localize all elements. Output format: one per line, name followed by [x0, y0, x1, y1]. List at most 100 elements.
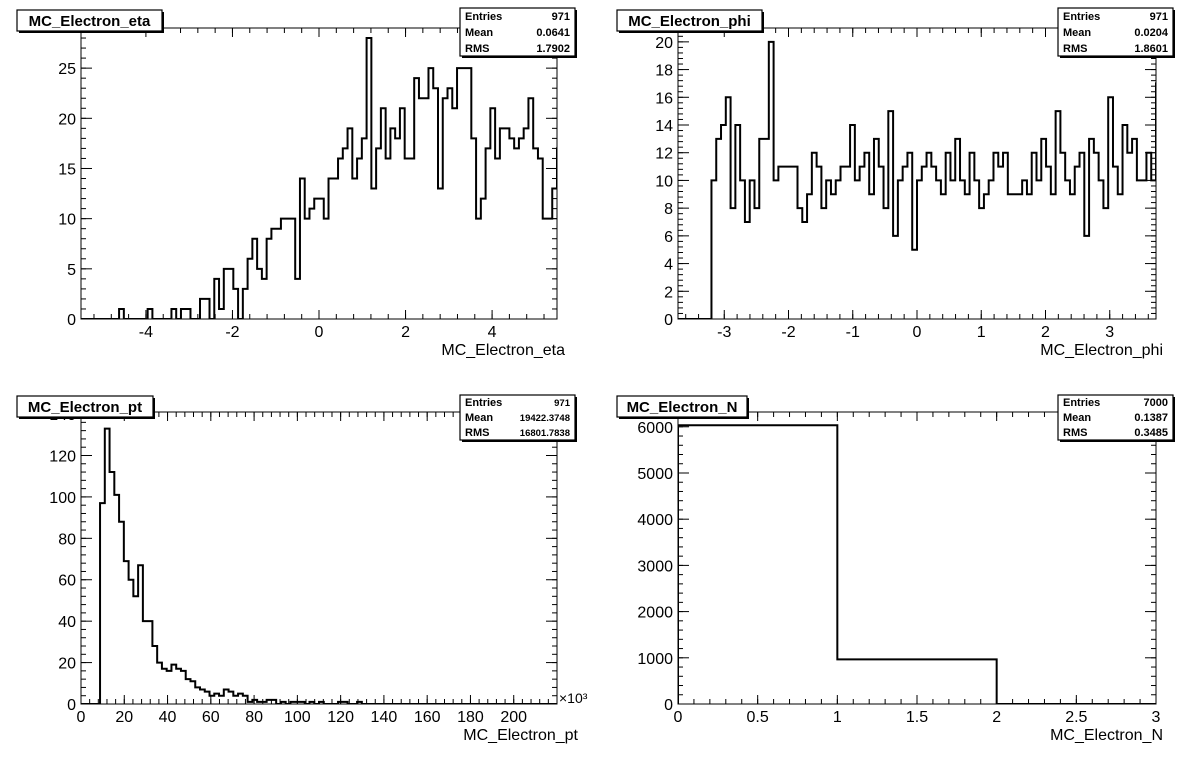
histogram-bin: [1037, 180, 1042, 319]
stats-label-rms: RMS: [465, 43, 489, 55]
histogram-bin: [628, 249, 633, 319]
y-tick-label: 12: [655, 146, 673, 163]
x-tick-label: -3: [717, 324, 731, 341]
stats-value-entries: 971: [554, 398, 571, 409]
x-tick-label: 3: [1105, 324, 1114, 341]
histogram-bin: [647, 249, 652, 319]
histogram-bin: [462, 68, 467, 319]
histogram-bin: [941, 194, 946, 319]
histogram-bin: [505, 128, 510, 319]
x-tick-label: 100: [284, 709, 311, 726]
y-tick-label: 5000: [637, 466, 673, 483]
x-tick-label: 3: [1152, 709, 1161, 726]
histogram-bin: [595, 239, 600, 319]
histogram-bin: [1185, 70, 1190, 319]
histogram-bin: [1142, 180, 1147, 319]
y-tick-label: 2: [664, 284, 673, 301]
histogram-bin: [567, 118, 572, 319]
stats-label-entries: Entries: [1063, 397, 1100, 409]
stats-label-entries: Entries: [465, 397, 502, 409]
stats-label-entries: Entries: [1063, 11, 1100, 23]
histogram-line: [678, 424, 1156, 704]
stats-box: [1057, 7, 1174, 57]
y-tick-label: 0: [664, 312, 673, 329]
plot-frame: [80, 411, 558, 705]
histogram-pad-2: -3 -2 -1 0 1 2 302468101214161820MC_Electron_p…: [616, 7, 1190, 359]
histogram-bin: [893, 236, 898, 319]
histogram-bin: [371, 189, 376, 319]
chart-title: MC_Electron_eta: [29, 13, 151, 30]
histogram-bin: [719, 309, 724, 319]
x-tick-label: 2: [401, 324, 410, 341]
stats-box: [1057, 394, 1174, 441]
histogram-bin: [586, 209, 591, 319]
histogram-bin: [657, 299, 662, 319]
x-tick-label: 120: [327, 709, 354, 726]
x-tick-label: 0: [77, 709, 86, 726]
title-box: [16, 9, 163, 32]
x-tick-label: 1: [833, 709, 842, 726]
histogram-bin: [731, 208, 736, 319]
histogram-bin: [124, 561, 129, 704]
histogram-bin: [1065, 180, 1070, 319]
x-tick-label: 160: [414, 709, 441, 726]
x-tick-label: 180: [457, 709, 484, 726]
y-tick-label: 16: [655, 90, 673, 107]
histogram-bin: [778, 167, 783, 319]
histogram-bin: [922, 167, 927, 319]
x-axis-title: MC_Electron_phi: [1040, 342, 1163, 359]
histogram-bin: [305, 219, 310, 319]
histogram-bin: [176, 669, 181, 704]
histogram-bin: [186, 679, 191, 704]
y-tick-label: 100: [49, 490, 76, 507]
y-tick-label: 3000: [637, 558, 673, 575]
y-tick-label: 25: [58, 61, 76, 78]
histogram-bin: [309, 209, 314, 319]
histogram-bin: [721, 125, 726, 319]
histogram-bin: [860, 167, 865, 319]
histogram-bin: [802, 222, 807, 319]
histogram-bin: [836, 180, 841, 319]
x-axis-title: MC_Electron_eta: [441, 342, 565, 359]
histogram-bin: [1017, 194, 1022, 319]
histogram-bin: [262, 279, 267, 319]
histogram-bin: [652, 269, 657, 319]
chart-title: MC_Electron_pt: [28, 399, 142, 416]
x-tick-label: 0: [674, 709, 683, 726]
histogram-bin: [695, 299, 700, 319]
title-box: [16, 395, 154, 418]
histogram-bin: [438, 189, 443, 319]
histogram-bin: [912, 250, 917, 319]
histogram-bin: [276, 229, 281, 319]
histogram-bin: [210, 696, 215, 704]
histogram-bin: [931, 167, 936, 319]
histogram-bin: [509, 138, 514, 319]
histogram-bin: [362, 138, 367, 319]
histogram-bin: [286, 219, 291, 319]
histogram-bin: [129, 580, 134, 704]
histogram-bin: [452, 108, 457, 319]
histogram-bin: [352, 179, 357, 319]
histogram-bin: [984, 194, 989, 319]
x-tick-label: -2: [225, 324, 239, 341]
y-tick-label: 10: [655, 173, 673, 190]
histogram-bin: [395, 138, 400, 319]
histogram-bin: [1027, 194, 1032, 319]
histogram-pad-3: 0 20 40 60 80 100 120 140 160 180 200 0 20 40 60 80 100 1…: [16, 394, 588, 744]
x-tick-label: 0: [315, 324, 324, 341]
histogram-bin: [343, 148, 348, 319]
x-tick-label: 1: [977, 324, 986, 341]
histogram-bin: [581, 189, 586, 319]
histogram-bin: [1051, 194, 1056, 319]
y-tick-label: 20: [58, 111, 76, 128]
stats-label-rms: RMS: [1063, 427, 1087, 439]
stats-value-mean: 0.1387: [1134, 412, 1168, 424]
histogram-bin: [519, 138, 524, 319]
histogram-bin: [110, 472, 115, 704]
stats-box: [459, 7, 576, 57]
histogram-bin: [357, 158, 362, 319]
x-scale-exponent: ×10³: [559, 690, 588, 706]
histogram-bin: [678, 425, 837, 704]
y-tick-label: 0: [664, 697, 673, 714]
histogram-bin: [1022, 180, 1027, 319]
